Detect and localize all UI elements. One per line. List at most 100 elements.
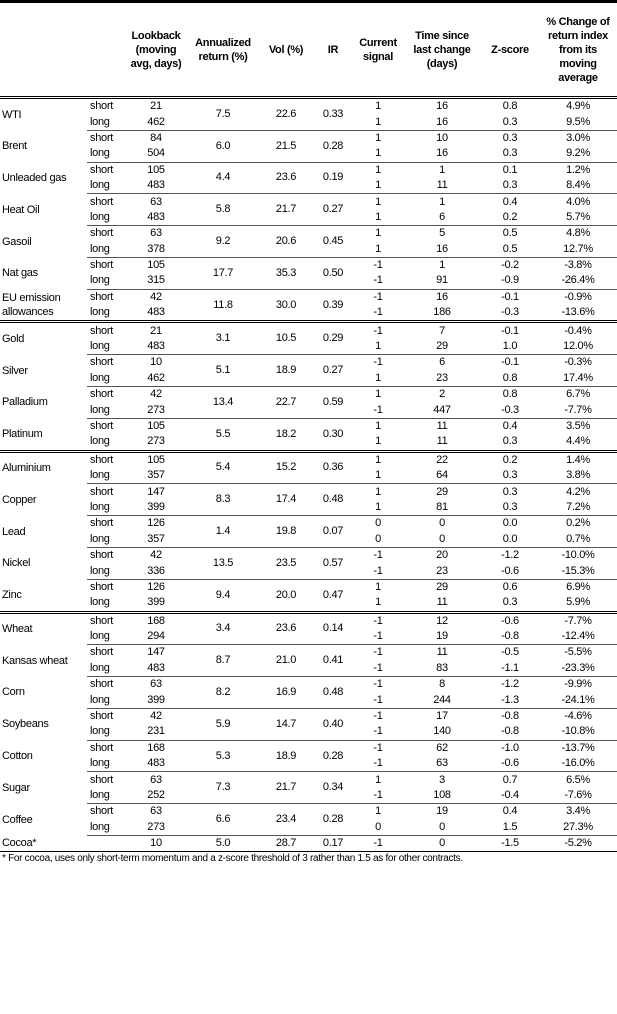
pct-change: 9.2% [539,146,617,163]
ir: 0.28 [313,803,353,836]
z-score: -0.2 [501,259,519,272]
time-since-change: 2 [439,388,445,401]
time-since-change: 16 [403,241,481,258]
current-signal: -1 [353,756,403,773]
pct-change: 27.3% [539,819,617,836]
current-signal: 1 [353,114,403,131]
annualized-return: 8.3 [187,483,259,517]
pct-change: 5.7% [539,209,617,227]
z-score: 1.0 [481,338,539,356]
pct-change: 12.0% [539,338,617,356]
pct-change: -13.7% [561,741,595,754]
lookback-days: 462 [125,370,187,388]
current-signal: -1 [353,305,403,324]
pct-change: -7.7% [539,402,617,419]
current-signal: 1 [353,209,403,227]
pct-change: -0.3% [564,356,592,369]
pct-change: 4.9% [566,100,590,113]
table-row: Kansas wheat short 147 8.7 21.0 0.41 -1 11 -0.5-… [0,644,617,678]
lookback-type: long [87,499,125,517]
z-score: 0.3 [481,499,539,517]
lookback-days: 483 [125,305,187,324]
pct-change: 3.5% [566,420,590,432]
pct-change: -5.5% [564,646,592,659]
z-score: 0.5 [502,227,518,240]
table-row: Gold short 21 3.1 10.5 0.29 -1 7 -0.1 -0.4% [0,321,617,356]
time-since-change: 5 [439,227,445,240]
current-signal: -1 [353,724,403,741]
ir: 0.28 [313,740,353,773]
table-row: long 231 -1 140 -0.8 -10.8% [0,724,617,741]
time-since-change: 8 [439,678,445,691]
table-row: Coffee short 63 6.6 23.4 0.28 1 19 0.4 3.4% [0,803,617,836]
ir: 0.40 [313,708,353,741]
commodity-name: Copper [2,493,37,506]
z-score: -1.0 [501,741,519,754]
time-since-change: 16 [436,100,448,113]
commodity-name: Corn [2,686,25,699]
z-score: 0.4 [502,420,518,432]
annualized-return: 13.5 [187,547,259,580]
table-row: long 504 1 16 0.3 9.2% [0,146,617,163]
ir: 0.47 [313,579,353,614]
commodity-name: Palladium [2,396,48,409]
current-signal: -1 [353,692,403,709]
lookback-type: long [87,660,125,678]
pct-change: -24.1% [539,692,617,709]
pct-change: -4.6% [564,710,592,723]
time-since-change: 63 [403,756,481,773]
time-since-change: 11 [403,595,481,614]
time-since-change: 108 [403,787,481,805]
pct-change: -12.4% [539,628,617,646]
lookback-days: 273 [125,819,187,836]
lookback-type: short [90,356,113,369]
ir: 0.27 [313,193,353,227]
z-score: 0.7 [502,773,518,786]
z-score: -1.1 [481,660,539,678]
z-score: -0.4 [481,787,539,805]
annualized-return: 6.6 [187,803,259,836]
z-score: 0.1 [502,163,518,176]
lookback-days: 63 [150,773,162,786]
commodity-name: Wheat [2,623,33,636]
current-signal: 0 [353,531,403,548]
table-row: Zinc short 126 9.4 20.0 0.47 1 29 0.6 6.9% [0,579,617,614]
lookback-type: short [90,646,113,659]
lookback-type: long [87,724,125,741]
time-since-change: 7 [439,324,445,337]
commodity-name: EU emission allowances [0,289,87,324]
z-score: 0.0 [502,517,518,530]
z-score: 0.3 [481,467,539,485]
lookback-days: 504 [125,146,187,163]
table-row: Platinum short 105 5.5 18.2 0.30 1 11 0.4 3.5% [0,418,617,453]
lookback-type: short [90,453,113,466]
lookback-days: 42 [150,549,162,562]
header-time-since-change: Time since last change (days) [403,0,481,99]
current-signal: 1 [375,485,381,498]
lookback-days: 147 [147,485,165,498]
ir: 0.29 [313,321,353,356]
lookback-type: long [87,241,125,258]
time-since-change: 81 [403,499,481,517]
lookback-days: 63 [150,195,162,208]
current-signal: -1 [353,628,403,646]
current-signal: 1 [353,241,403,258]
ir: 0.50 [313,257,353,290]
vol: 23.6 [259,162,313,195]
annualized-return: 1.4 [187,515,259,548]
table-row: Unleaded gas short 105 4.4 23.6 0.19 1 1 0.1 1.2% [0,162,617,195]
vol: 22.6 [259,97,313,131]
lookback-type: long [87,434,125,453]
annualized-return: 17.7 [187,257,259,290]
vol: 15.2 [259,451,313,485]
table-row: Gasoil short 63 9.2 20.6 0.45 1 5 0.5 4.8% [0,225,617,258]
z-score: 0.3 [481,114,539,131]
lookback-type: short [90,805,113,818]
table-row: Copper short 147 8.3 17.4 0.48 1 29 0.3 4.2% [0,483,617,517]
current-signal: -1 [373,741,383,754]
time-since-change: 62 [436,741,448,754]
pct-change: 17.4% [539,370,617,388]
z-score: -0.8 [481,628,539,646]
current-signal: 1 [353,177,403,195]
z-score: -0.6 [481,563,539,580]
